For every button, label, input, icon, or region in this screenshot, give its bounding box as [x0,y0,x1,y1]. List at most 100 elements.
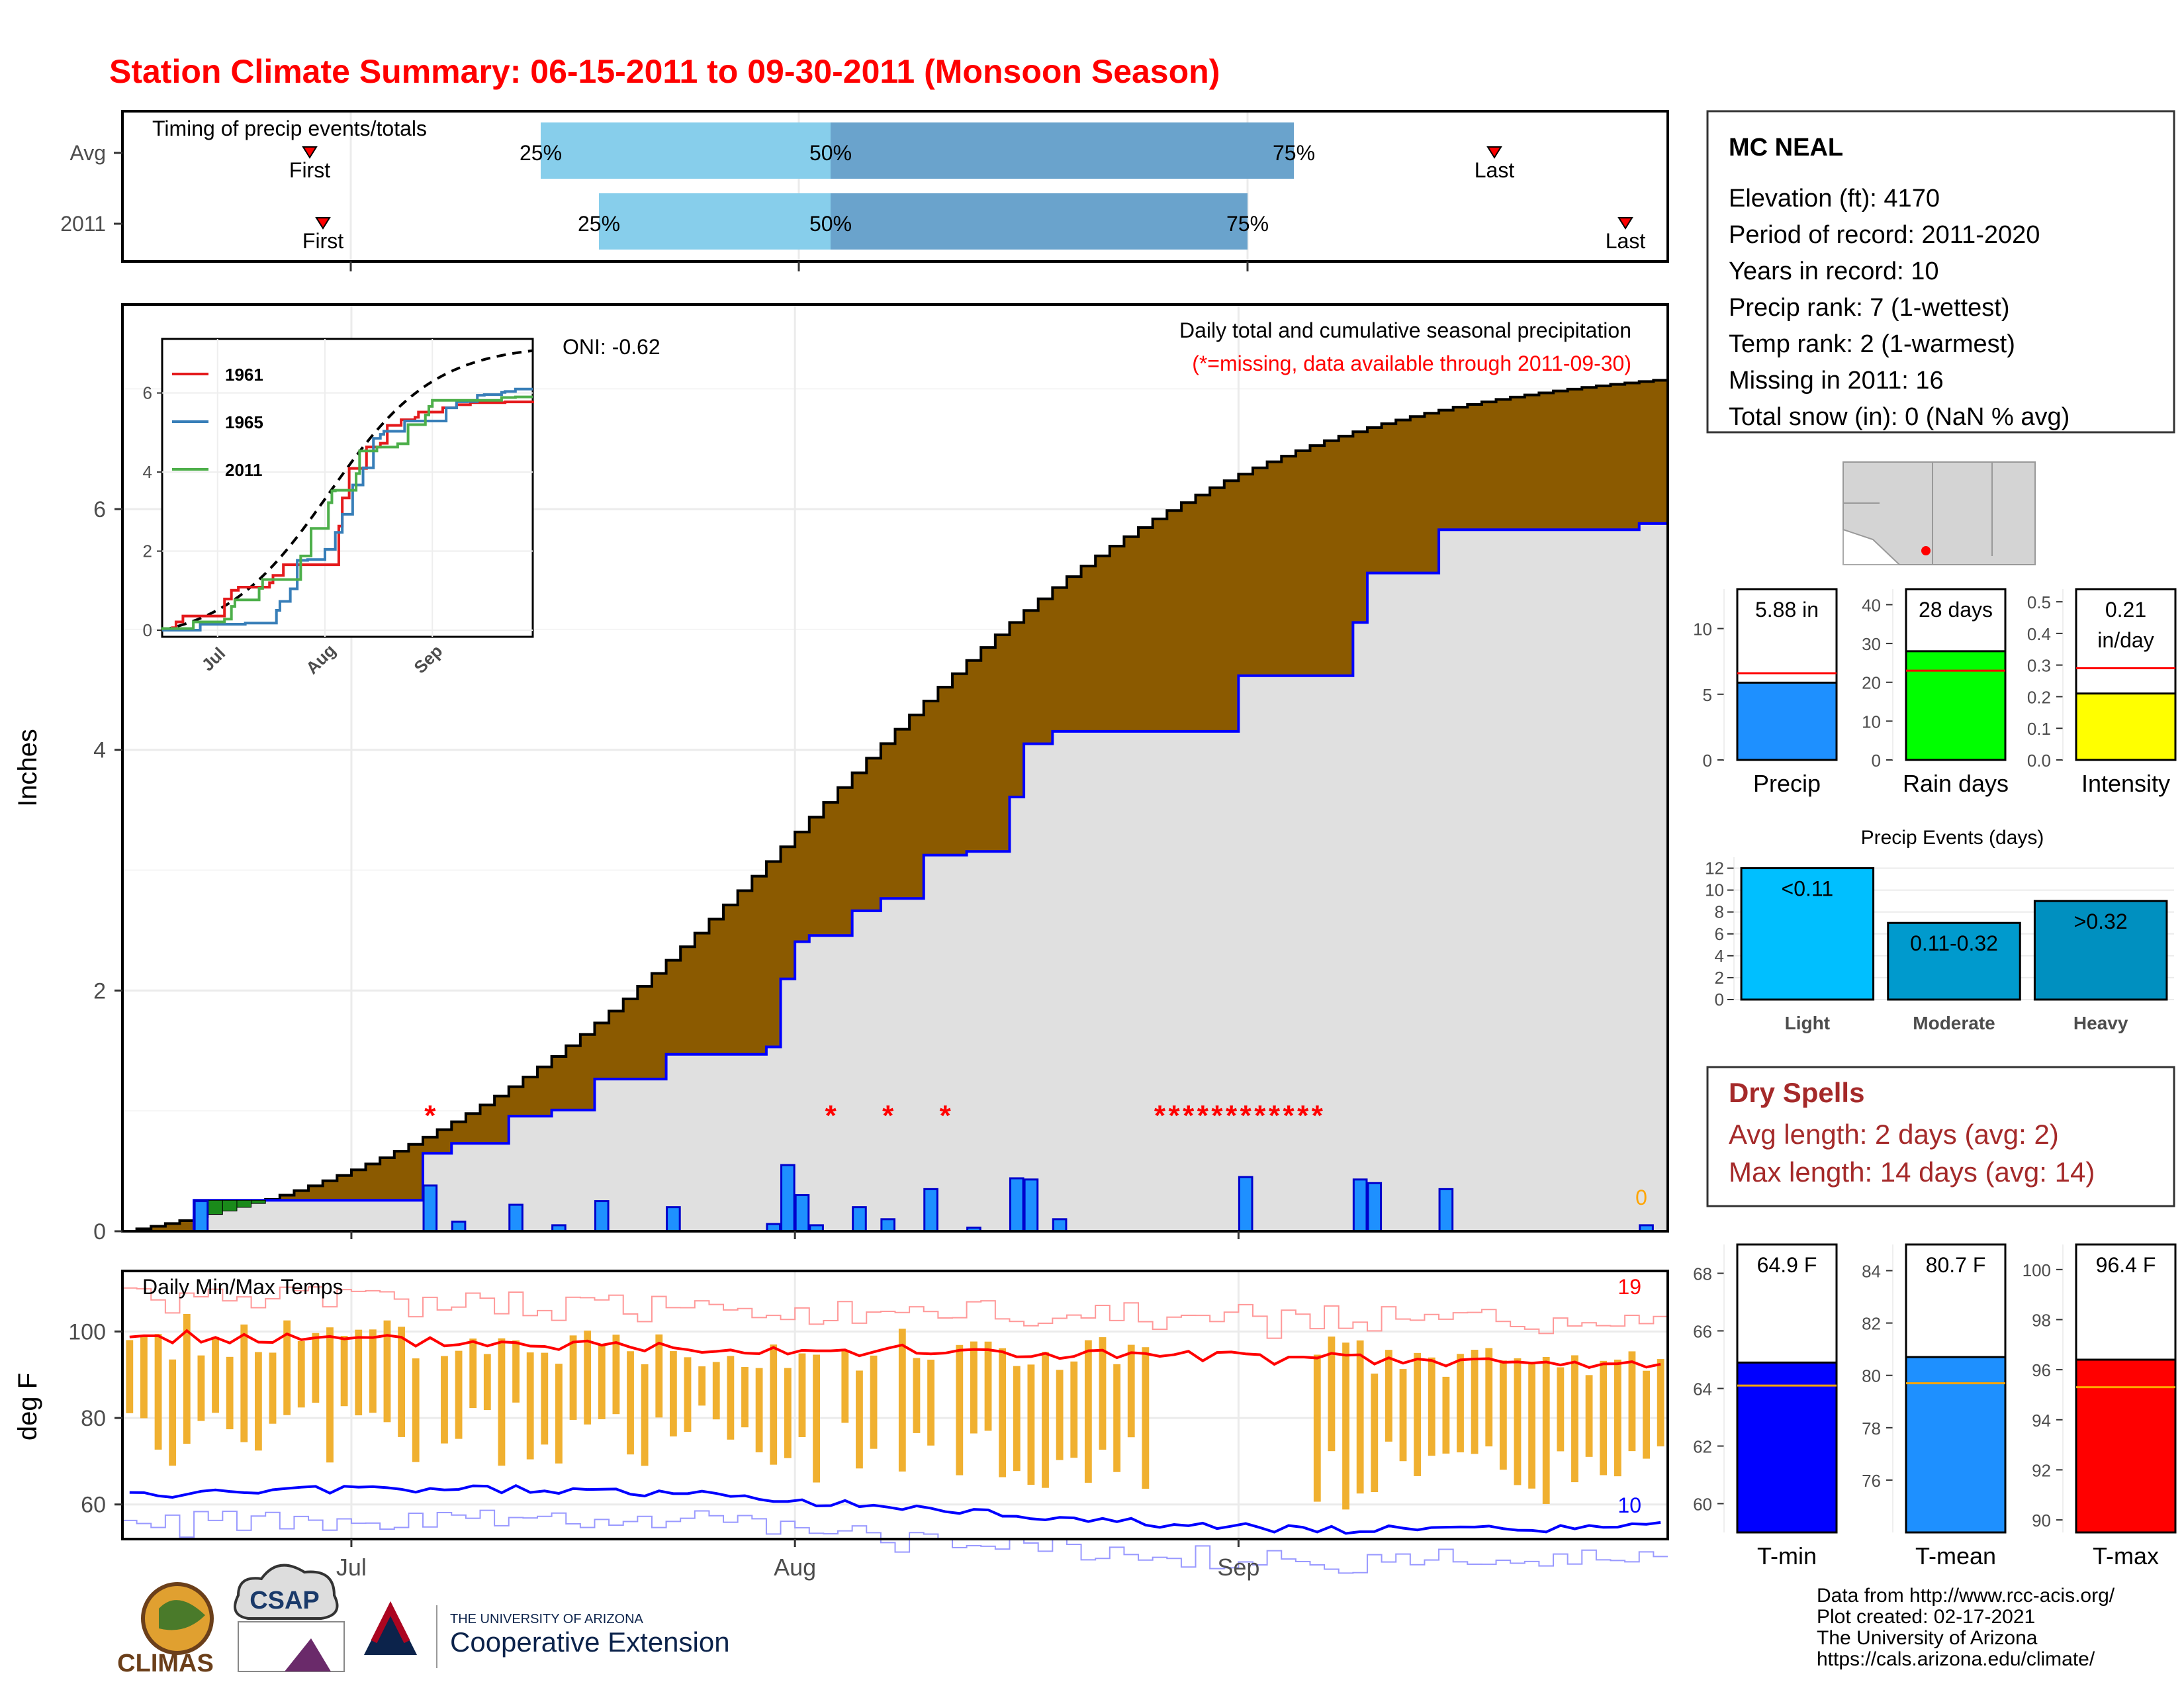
station-info-box: MC NEAL Elevation (ft): 4170 Period of r… [1706,110,2175,434]
daily-temp-bar [1328,1336,1336,1452]
temp-mean-summary-value: 80.7 F [1926,1253,1986,1277]
timing-row-avg-label: Avg [69,141,106,165]
daily-temp-bar [1371,1374,1379,1492]
daily-temp-bar [1013,1366,1021,1472]
climas-text: CLIMAS [117,1650,214,1677]
missing-day-star: * [1254,1100,1266,1132]
temp-y-tick-label: 80 [81,1406,106,1431]
daily-temp-bar [727,1356,735,1440]
daily-temp-bar [698,1366,706,1406]
missing-day-star: * [1297,1100,1309,1132]
daily-temp-bar [369,1329,377,1413]
daily-precip-bar [1052,1218,1068,1233]
observed-cumulative-area [122,523,1668,1231]
station-period: Period of record: 2011-2020 [1729,221,2040,249]
daily-temp-bar [1385,1350,1392,1442]
missing-day-star: * [1211,1100,1223,1132]
missing-day-star: * [940,1100,952,1132]
temp-max-summary-tick-label: 94 [2032,1411,2051,1430]
missing-day-markers: * * * * * * * * * * * * * * * * [424,1100,1323,1132]
daily-precip-bar [780,1164,796,1233]
precip-y-tick-label: 2 [93,978,106,1004]
inset-line-1961 [162,400,534,632]
daily-temp-bar [569,1335,577,1420]
daily-temp-bar [655,1334,663,1418]
csap-text: CSAP [250,1587,320,1615]
timing-panel: Timing of precip events/totals Avg 2011 … [60,110,1669,271]
precip-summary-label: Precip [1753,770,1821,797]
temp-mean-summary-tick-label: 84 [1862,1262,1881,1282]
events-y-tick-label: 0 [1715,990,1724,1009]
daily-temp-bar [1356,1340,1364,1494]
daily-temp-bar [154,1334,162,1450]
events-bar-label: >0.32 [2074,910,2128,933]
daily-precip-bar [1438,1188,1454,1233]
missing-day-star: * [882,1100,894,1132]
inset-legend-1961: 1961 [225,365,263,385]
precip-summary-tick-label: 5 [1703,685,1712,705]
daily-temp-bar [1485,1348,1493,1447]
timing-row-2011-label: 2011 [60,212,106,236]
temp-mean-summary-bar [1905,1356,2007,1534]
temp-min-summary-tick-label: 68 [1693,1264,1712,1284]
daily-temp-bar [1428,1357,1435,1456]
precip-summary-bar [1736,681,1838,761]
events-category-label: Moderate [1913,1013,1995,1033]
daily-temp-bar [770,1344,778,1465]
timing-panel-label: Timing of precip events/totals [152,117,427,140]
temp-max-summary-value: 96.4 F [2096,1253,2156,1277]
missing-day-star: * [1154,1100,1166,1132]
dry-spells-max: Max length: 14 days (avg: 14) [1729,1156,2095,1188]
daily-temp-bar [956,1344,964,1476]
missing-day-star: * [424,1100,436,1132]
temp-min-summary-bar [1736,1361,1838,1534]
temp-panel-frame [121,1270,1669,1540]
daily-temp-bar [1614,1359,1621,1477]
daily-temp-bar [1056,1370,1064,1460]
station-location-dot [1921,546,1931,555]
temp-max-summary-tick-label: 92 [2032,1460,2051,1480]
daily-temp-bar [856,1370,863,1469]
timing-avg-last-marker [1486,146,1502,159]
daily-temp-bar [1399,1369,1407,1462]
temp-min-summary-tick-label: 64 [1693,1380,1712,1399]
daily-temp-bar [784,1368,792,1458]
station-missing: Missing in 2011: 16 [1729,367,1944,395]
raindays-summary-tick-label: 0 [1872,751,1881,771]
daily-temp-bar [469,1338,477,1409]
inset-y-tick-label: 6 [143,383,152,403]
intensity-summary-tick-label: 0.4 [2027,624,2051,644]
raindays-summary-bar [1905,650,2007,761]
daily-temp-bar [1099,1337,1107,1450]
temp-max-summary-label: T-max [2093,1542,2159,1570]
temp-mean-summary-tick-label: 76 [1862,1471,1881,1491]
intensity-summary-value: 0.21 [2105,598,2146,622]
temp-panel: Daily Min/Max Temps 19 10 deg F 6080100 … [13,1270,1669,1581]
daily-precip-bar [1367,1182,1383,1233]
precip-summary-tick-label: 0 [1703,751,1712,771]
above-average-patch [208,1199,223,1215]
missing-day-star: * [1183,1100,1195,1132]
daily-temp-bar [126,1340,134,1413]
intensity-summary-bar [2075,692,2177,761]
daily-temp-bar [1342,1342,1349,1510]
daily-temp-bar [1542,1356,1550,1504]
missing-day-star: * [1283,1100,1295,1132]
daily-precip-bar [594,1200,610,1233]
temp-max-summary-tick-label: 96 [2032,1360,2051,1380]
station-temp-rank: Temp rank: 2 (1-warmest) [1729,330,2015,358]
timing-2011-p25-label: 25% [578,212,620,236]
events-bar [2033,900,2168,1001]
daily-temp-bar [970,1341,978,1434]
raindays-summary-tick-label: 40 [1862,595,1881,615]
daily-temp-bar [269,1352,277,1424]
daily-temp-bar [1657,1359,1664,1446]
temp-x-tick-label: Sep [1217,1554,1259,1581]
observed-cumulative-line [122,522,1668,1233]
daily-temp-bar [441,1356,448,1444]
tmax-average-line [129,1329,1661,1369]
end-count-label: 0 [1635,1186,1647,1209]
temp-min-summary-tick-label: 66 [1693,1322,1712,1342]
